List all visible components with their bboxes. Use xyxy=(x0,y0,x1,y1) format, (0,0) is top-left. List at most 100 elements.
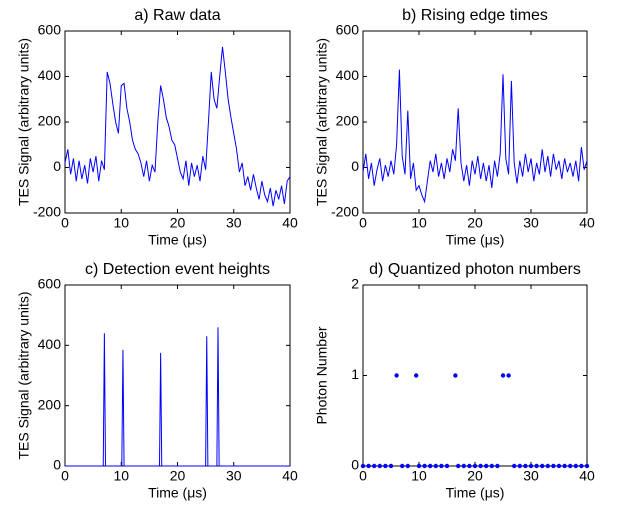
point xyxy=(545,463,550,469)
point xyxy=(562,463,567,469)
point xyxy=(579,463,584,469)
x-tick-label: 30 xyxy=(523,468,539,484)
point xyxy=(489,463,494,469)
point xyxy=(461,463,466,469)
y-tick-label: 0 xyxy=(53,457,61,473)
point xyxy=(540,463,545,469)
y-tick-label: 200 xyxy=(336,113,360,129)
y-tick-label: -200 xyxy=(33,204,61,220)
point xyxy=(428,463,433,469)
point xyxy=(528,463,534,469)
point xyxy=(556,463,562,469)
panel-title: a) Raw data xyxy=(134,7,220,24)
point xyxy=(366,463,371,469)
panel: a) Raw data Time (μs) TES Signal (arbitrar… xyxy=(16,7,298,247)
x-tick-label: 40 xyxy=(579,468,595,484)
y-tick-label: 2 xyxy=(351,276,359,292)
x-tick-label: 0 xyxy=(61,215,69,231)
signal-line xyxy=(64,46,291,207)
panel: d) Quantized photon numbers Time (μs) Phot… xyxy=(314,261,595,500)
signal-line xyxy=(362,69,588,204)
y-tick-label: -200 xyxy=(331,204,359,220)
x-tick-label: 30 xyxy=(523,215,539,231)
point xyxy=(467,463,472,469)
x-tick-label: 10 xyxy=(113,468,129,484)
point xyxy=(433,463,438,469)
x-tick-label: 20 xyxy=(170,468,186,484)
point xyxy=(517,463,522,469)
x-tick-label: 10 xyxy=(411,215,427,231)
axes-box xyxy=(64,284,291,467)
y-axis-label: TES Signal (arbitrary units) xyxy=(314,38,330,206)
point xyxy=(394,373,399,378)
x-tick-label: 40 xyxy=(282,468,298,484)
point xyxy=(495,463,500,469)
y-tick-label: 0 xyxy=(351,457,359,473)
y-tick-label: 400 xyxy=(336,67,360,83)
x-tick-label: 0 xyxy=(61,468,69,484)
x-axis-label: Time (μs) xyxy=(446,485,505,501)
x-axis-label: Time (μs) xyxy=(446,232,505,248)
point xyxy=(584,463,590,469)
panel-title: b) Rising edge times xyxy=(402,7,548,24)
point xyxy=(500,373,506,378)
y-tick-label: 1 xyxy=(351,366,359,382)
point xyxy=(439,463,444,469)
y-tick-label: 0 xyxy=(351,158,359,174)
x-tick-label: 20 xyxy=(467,215,483,231)
point xyxy=(573,463,578,469)
point xyxy=(478,463,483,469)
y-tick-label: 200 xyxy=(38,396,62,412)
x-axis-label: Time (μs) xyxy=(148,232,207,248)
point xyxy=(360,463,366,469)
y-axis-label: Photon Number xyxy=(314,326,330,424)
x-axis-label: Time (μs) xyxy=(148,485,207,501)
x-tick-label: 0 xyxy=(359,468,367,484)
point xyxy=(377,463,382,469)
x-tick-label: 30 xyxy=(226,215,242,231)
point xyxy=(422,463,427,469)
point xyxy=(372,463,377,469)
x-tick-label: 30 xyxy=(226,468,242,484)
point xyxy=(484,463,489,469)
y-tick-label: 200 xyxy=(38,113,62,129)
signal-line xyxy=(65,327,290,467)
panel-title: d) Quantized photon numbers xyxy=(369,261,581,278)
point xyxy=(405,463,410,469)
x-tick-label: 10 xyxy=(113,215,129,231)
point xyxy=(506,373,511,378)
y-tick-label: 400 xyxy=(38,67,62,83)
point xyxy=(523,463,528,469)
point xyxy=(512,463,517,469)
y-axis-label: TES Signal (arbitrary units) xyxy=(16,38,32,206)
x-tick-label: 10 xyxy=(411,468,427,484)
point xyxy=(444,463,450,469)
point xyxy=(400,463,405,469)
point xyxy=(472,463,478,469)
y-tick-label: 600 xyxy=(38,276,62,292)
x-tick-label: 20 xyxy=(467,468,483,484)
point xyxy=(453,373,458,378)
y-tick-label: 0 xyxy=(53,158,61,174)
point xyxy=(456,463,461,469)
x-tick-label: 40 xyxy=(579,215,595,231)
x-tick-label: 0 xyxy=(359,215,367,231)
point xyxy=(416,463,422,469)
point xyxy=(388,463,394,469)
panel: c) Detection event heights Time (μs) TES S… xyxy=(16,261,298,500)
axes-box xyxy=(362,30,588,214)
point xyxy=(414,373,419,378)
y-axis-label: TES Signal (arbitrary units) xyxy=(16,291,32,459)
panel: b) Rising edge times Time (μs) TES Signal … xyxy=(314,7,595,247)
point xyxy=(383,463,388,469)
point xyxy=(534,463,539,469)
y-tick-label: 600 xyxy=(336,22,360,38)
y-tick-label: 400 xyxy=(38,336,62,352)
panel-title: c) Detection event heights xyxy=(85,261,270,278)
point xyxy=(568,463,573,469)
point xyxy=(551,463,556,469)
y-tick-label: 600 xyxy=(38,22,62,38)
x-tick-label: 20 xyxy=(170,215,186,231)
x-tick-label: 40 xyxy=(282,215,298,231)
